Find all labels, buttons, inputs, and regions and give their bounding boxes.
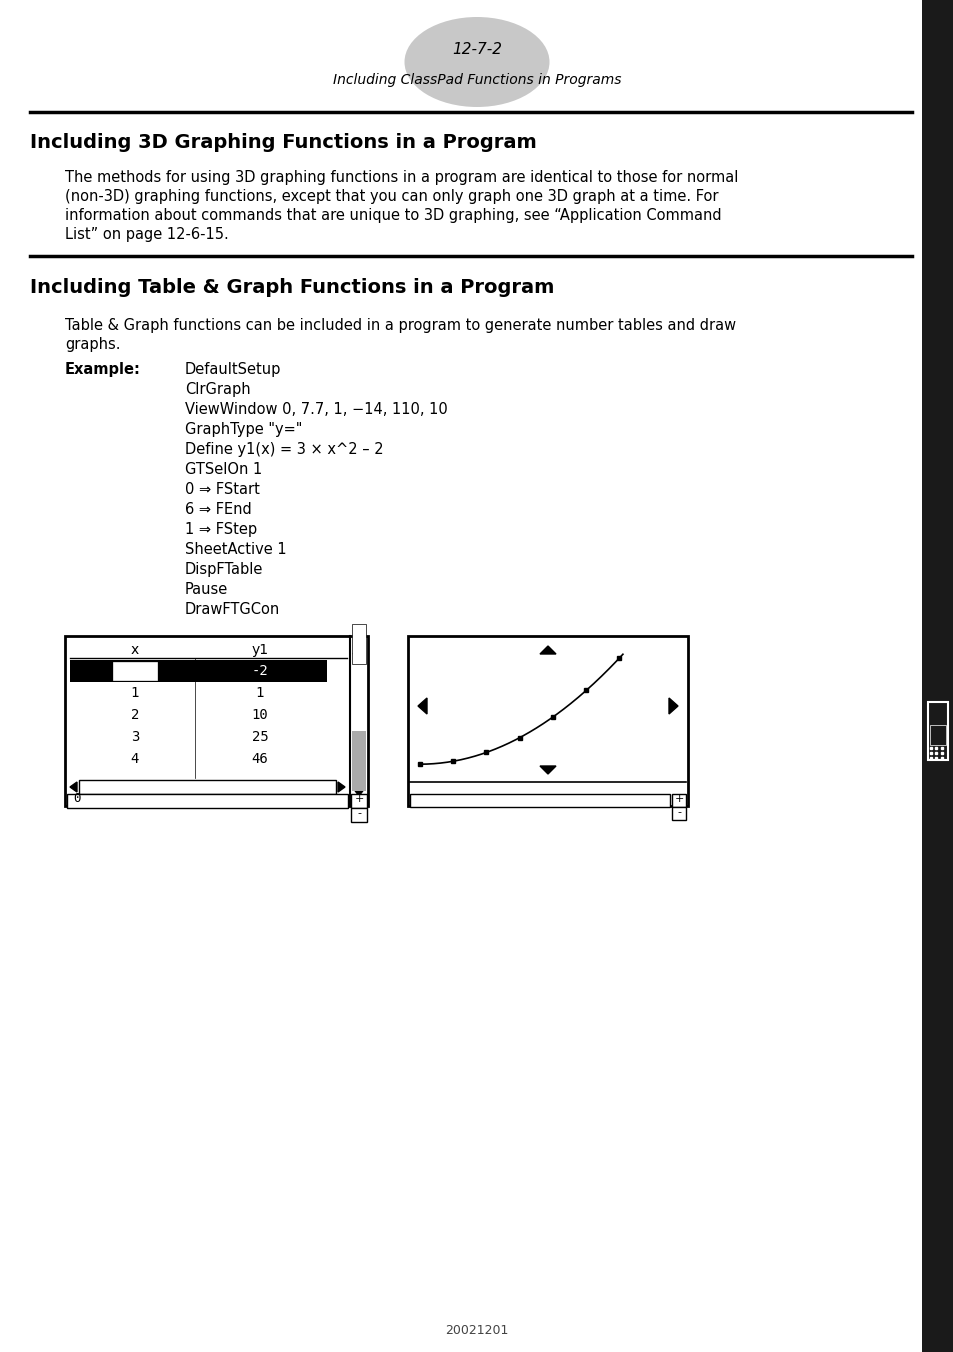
Text: Define y1(x) = 3 × x^2 – 2: Define y1(x) = 3 × x^2 – 2 bbox=[185, 442, 383, 457]
Bar bbox=[352, 731, 366, 791]
Text: Including 3D Graphing Functions in a Program: Including 3D Graphing Functions in a Pro… bbox=[30, 132, 537, 151]
Polygon shape bbox=[417, 698, 427, 714]
Text: Example:: Example: bbox=[65, 362, 141, 377]
Text: DrawFTGCon: DrawFTGCon bbox=[185, 602, 280, 617]
Bar bbox=[67, 794, 348, 808]
Text: graphs.: graphs. bbox=[65, 337, 120, 352]
Bar bbox=[351, 794, 367, 808]
Polygon shape bbox=[668, 698, 678, 714]
Text: 25: 25 bbox=[252, 730, 268, 744]
Polygon shape bbox=[539, 767, 556, 773]
Text: 1: 1 bbox=[255, 685, 264, 700]
Text: 3: 3 bbox=[131, 730, 139, 744]
Text: 2: 2 bbox=[131, 708, 139, 722]
Text: 0: 0 bbox=[73, 792, 80, 806]
Bar bbox=[921, 0, 953, 1352]
Bar bbox=[927, 702, 947, 760]
Bar bbox=[408, 635, 687, 806]
Text: +: + bbox=[354, 794, 363, 804]
Text: 46: 46 bbox=[252, 752, 268, 767]
Bar bbox=[410, 794, 669, 807]
Text: 10: 10 bbox=[252, 708, 268, 722]
Bar bbox=[671, 794, 685, 807]
Bar bbox=[65, 635, 368, 806]
Ellipse shape bbox=[404, 18, 549, 107]
Text: GraphType "y=": GraphType "y=" bbox=[185, 422, 302, 437]
Text: List” on page 12-6-15.: List” on page 12-6-15. bbox=[65, 227, 229, 242]
Polygon shape bbox=[70, 781, 77, 792]
Text: ViewWindow 0, 7.7, 1, −14, 110, 10: ViewWindow 0, 7.7, 1, −14, 110, 10 bbox=[185, 402, 447, 416]
Text: ClrGraph: ClrGraph bbox=[185, 383, 251, 397]
Polygon shape bbox=[353, 646, 365, 654]
Text: Pause: Pause bbox=[185, 581, 228, 598]
Bar bbox=[79, 780, 335, 794]
Text: x: x bbox=[131, 644, 139, 657]
Text: DispFTable: DispFTable bbox=[185, 562, 263, 577]
Polygon shape bbox=[539, 646, 556, 654]
Text: Including ClassPad Functions in Programs: Including ClassPad Functions in Programs bbox=[333, 73, 620, 87]
Text: 12-7-2: 12-7-2 bbox=[452, 42, 501, 58]
Text: -: - bbox=[356, 808, 360, 818]
Text: information about commands that are unique to 3D graphing, see “Application Comm: information about commands that are uniq… bbox=[65, 208, 720, 223]
Text: The methods for using 3D graphing functions in a program are identical to those : The methods for using 3D graphing functi… bbox=[65, 170, 738, 185]
Bar bbox=[671, 807, 685, 821]
Text: SheetActive 1: SheetActive 1 bbox=[185, 542, 286, 557]
Text: GTSelOn 1: GTSelOn 1 bbox=[185, 462, 262, 477]
Text: Including Table & Graph Functions in a Program: Including Table & Graph Functions in a P… bbox=[30, 279, 554, 297]
Bar bbox=[929, 725, 945, 745]
Text: Table & Graph functions can be included in a program to generate number tables a: Table & Graph functions can be included … bbox=[65, 318, 736, 333]
Text: -2: -2 bbox=[252, 664, 268, 677]
Bar bbox=[351, 808, 367, 822]
Text: DefaultSetup: DefaultSetup bbox=[185, 362, 281, 377]
Bar bbox=[112, 662, 157, 680]
Polygon shape bbox=[353, 788, 365, 796]
Text: -: - bbox=[677, 807, 680, 817]
Text: 1 ⇒ FStep: 1 ⇒ FStep bbox=[185, 522, 257, 537]
Text: 6 ⇒ FEnd: 6 ⇒ FEnd bbox=[185, 502, 252, 516]
Polygon shape bbox=[337, 781, 345, 792]
Text: y1: y1 bbox=[252, 644, 269, 657]
Text: 0: 0 bbox=[131, 664, 139, 677]
Text: (non-3D) graphing functions, except that you can only graph one 3D graph at a ti: (non-3D) graphing functions, except that… bbox=[65, 189, 718, 204]
Text: 4: 4 bbox=[131, 752, 139, 767]
Text: 20021201: 20021201 bbox=[445, 1324, 508, 1337]
Bar bbox=[352, 625, 366, 664]
Bar bbox=[70, 660, 327, 681]
Text: +: + bbox=[674, 794, 683, 804]
Text: 0 ⇒ FStart: 0 ⇒ FStart bbox=[185, 483, 259, 498]
Text: 1: 1 bbox=[131, 685, 139, 700]
